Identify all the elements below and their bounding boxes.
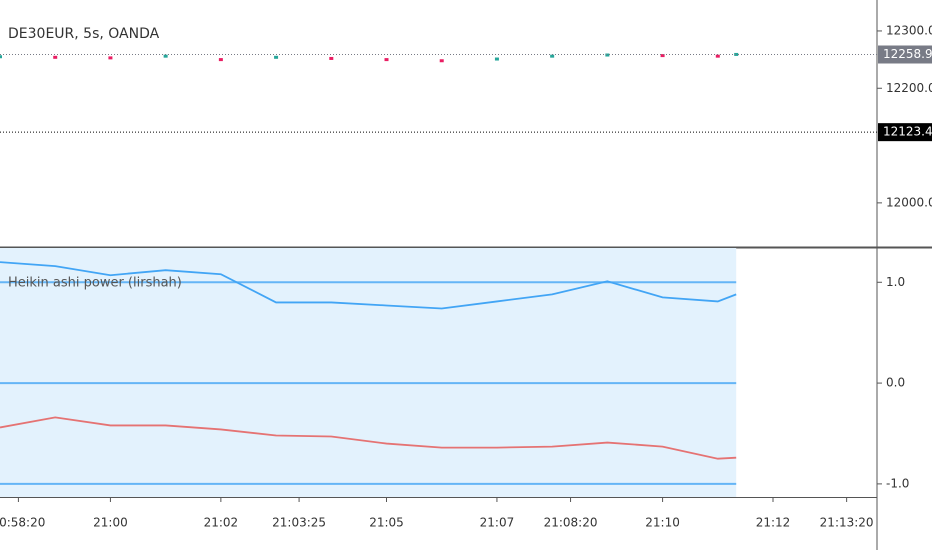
x-tick-label: 21:08:20: [544, 516, 598, 530]
indicator-line: [0, 261, 737, 310]
price-mark: [494, 57, 499, 61]
price-mark: [0, 55, 2, 59]
x-tick-label: 21:12: [756, 516, 791, 530]
x-tick-label: 21:07: [480, 516, 515, 530]
x-tick-label: 21:10: [645, 516, 680, 530]
price-mark: [660, 54, 665, 58]
price-mark: [329, 56, 334, 60]
y-tick-label: 12000.0: [886, 195, 932, 209]
y-tick-label: 0.0: [886, 376, 905, 390]
x-tick-label: 20:58:20: [0, 516, 45, 530]
price-mark: [108, 56, 113, 60]
price-mark: [715, 54, 720, 58]
x-tick-label: 21:00: [93, 516, 128, 530]
price-badge: [878, 45, 932, 64]
y-tick-label: 12300.0: [886, 23, 932, 37]
y-tick-label: 1.0: [886, 275, 905, 289]
price-mark: [384, 58, 389, 62]
x-tick-label: 21:03:25: [272, 516, 326, 530]
price-mark: [53, 55, 58, 59]
price-label: 12123.4: [883, 125, 932, 139]
x-tick-label: 21:13:20: [820, 516, 874, 530]
price-mark: [218, 58, 223, 62]
price-badge: [878, 123, 932, 142]
indicator-fill: [0, 248, 737, 497]
indicator-title: Heikin ashi power (lirshah): [8, 276, 182, 291]
price-mark: [163, 54, 168, 58]
y-tick-label: 12200.0: [886, 81, 932, 95]
indicator-line: [0, 416, 737, 460]
price-mark: [734, 52, 739, 56]
price-mark: [439, 59, 444, 63]
x-tick-label: 21:02: [204, 516, 239, 530]
price-mark: [274, 55, 279, 59]
y-tick-label: -1.0: [886, 476, 909, 490]
chart-title: DE30EUR, 5s, OANDA: [8, 26, 160, 42]
price-mark: [605, 53, 610, 57]
x-tick-label: 21:05: [369, 516, 404, 530]
price-label: 12258.9: [883, 47, 932, 61]
price-mark: [550, 54, 555, 58]
